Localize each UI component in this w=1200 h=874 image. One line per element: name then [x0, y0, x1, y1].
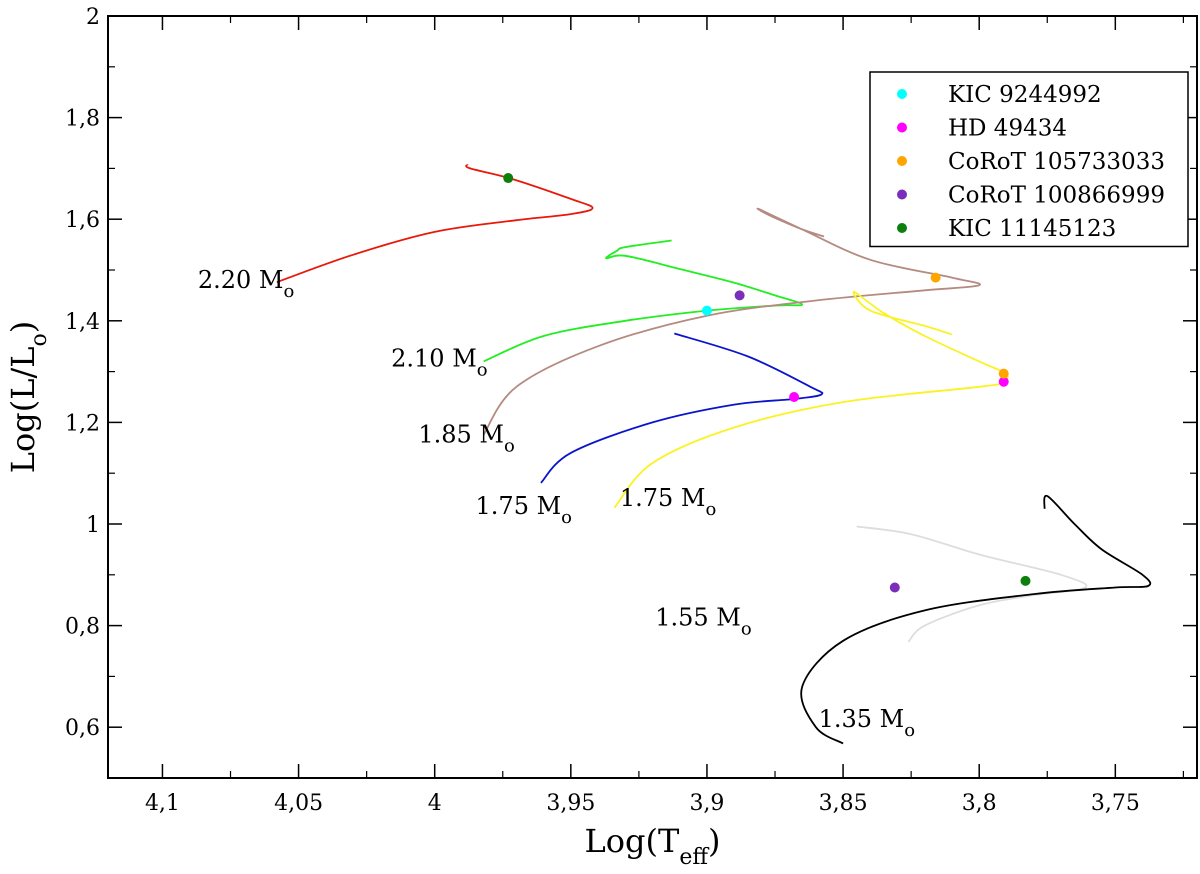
- legend-box: [869, 71, 1189, 248]
- legend-marker-kic-9244992: [897, 89, 907, 99]
- point-hd-49434: [998, 376, 1009, 387]
- mass-subscript: o: [741, 619, 752, 640]
- mass-subscript: o: [904, 720, 915, 741]
- y-tick-label: 1,6: [65, 208, 100, 233]
- x-axis-title: Log(Teff): [585, 822, 721, 870]
- legend-marker-corot-100866999: [897, 189, 907, 200]
- plot-frame: [107, 15, 1198, 779]
- y-axis-title: Log(L/Lo): [4, 321, 52, 474]
- x-axis-title-sub: eff: [679, 845, 709, 870]
- x-axis-title-main: Log(T: [585, 822, 680, 860]
- legend-label-kic-11145123: KIC 11145123: [948, 216, 1116, 242]
- point-corot-105733033: [998, 368, 1009, 379]
- track-1-85-mo-track: [482, 207, 981, 436]
- axis-ticks: 4,1 4,05 4 3,95 3,9 3,85 3,8 3,75 0,6 0,8 1 1,2 1,4 1…: [65, 5, 1197, 816]
- y-axis-title-close: ): [4, 321, 42, 333]
- mass-label-2-10-m: 2.10 Mo: [391, 345, 487, 381]
- x-axis-title-close: ): [708, 822, 720, 860]
- mass-value: 1.35 M: [819, 705, 905, 733]
- mass-subscript: o: [504, 436, 515, 457]
- y-axis-title-sub: o: [27, 333, 52, 346]
- y-axis-title-main: Log(L/L: [4, 346, 42, 473]
- x-tick-label: 3,9: [689, 791, 724, 816]
- x-tick-label: 3,95: [546, 791, 595, 816]
- x-tick-label: 3,85: [819, 791, 868, 816]
- mass-value: 2.10 M: [391, 345, 477, 373]
- point-corot-100866999: [889, 582, 900, 593]
- track-2-20-mo-track: [276, 163, 594, 284]
- mass-label-1-55-m: 1.55 Mo: [655, 604, 751, 640]
- y-tick-label: 2: [86, 5, 100, 30]
- mass-subscript: o: [705, 499, 716, 520]
- x-tick-label: 4: [428, 791, 442, 816]
- legend: KIC 9244992 HD 49434 CoRoT 105733033 CoRoT …: [869, 71, 1189, 248]
- legend-label-kic-9244992: KIC 9244992: [948, 82, 1102, 108]
- mass-label-2-20-m: 2.20 Mo: [198, 266, 294, 302]
- point-kic-11145123: [1020, 575, 1031, 586]
- x-tick-label: 3,8: [962, 791, 997, 816]
- mass-value: 1.75 M: [620, 484, 706, 512]
- legend-label-hd-49434: HD 49434: [948, 116, 1067, 142]
- evolution-tracks: [276, 163, 1152, 745]
- legend-marker-hd-49434: [897, 122, 907, 133]
- y-tick-label: 0,6: [65, 716, 100, 741]
- mass-label-1-75-m: 1.75 Mo: [476, 492, 572, 528]
- legend-marker-corot-105733033: [897, 156, 907, 166]
- legend-marker-kic-11145123: [897, 223, 907, 233]
- point-corot-105733033: [930, 272, 941, 283]
- mass-subscript: o: [561, 507, 572, 528]
- mass-value: 1.85 M: [418, 421, 504, 449]
- legend-label-corot-100866999: CoRoT 100866999: [948, 183, 1165, 209]
- track-1-55-mo-track: [856, 525, 1088, 643]
- mass-subscript: o: [283, 281, 294, 302]
- point-kic-9244992: [701, 305, 712, 316]
- x-tick-label: 4,05: [274, 791, 323, 816]
- mass-value: 1.75 M: [476, 492, 562, 520]
- y-tick-label: 1: [86, 513, 100, 538]
- y-tick-label: 1,4: [65, 310, 100, 335]
- mass-labels: 2.20 Mo2.10 Mo1.85 Mo1.75 Mo1.75 Mo1.55 …: [198, 266, 915, 741]
- track-1-35-mo-track: [800, 494, 1152, 745]
- mass-label-1-75-m: 1.75 Mo: [620, 484, 716, 520]
- y-tick-label: 0,8: [65, 615, 100, 640]
- mass-value: 1.55 M: [655, 604, 741, 632]
- track-2-10-mo-track: [483, 239, 804, 363]
- track-1-75-mo-track-blue: [540, 332, 824, 484]
- point-kic-11145123: [503, 173, 514, 184]
- mass-label-1-85-m: 1.85 Mo: [418, 421, 514, 457]
- legend-label-corot-105733033: CoRoT 105733033: [948, 149, 1165, 175]
- y-tick-label: 1,8: [65, 107, 100, 132]
- mass-subscript: o: [477, 360, 488, 381]
- point-corot-100866999: [734, 290, 745, 301]
- mass-label-1-35-m: 1.35 Mo: [819, 705, 915, 741]
- mass-value: 2.20 M: [198, 266, 284, 294]
- point-hd-49434: [789, 392, 800, 402]
- y-tick-label: 1,2: [65, 411, 100, 436]
- star-markers: [503, 173, 1031, 593]
- x-tick-label: 3,75: [1091, 791, 1140, 816]
- x-tick-label: 4,1: [145, 791, 180, 816]
